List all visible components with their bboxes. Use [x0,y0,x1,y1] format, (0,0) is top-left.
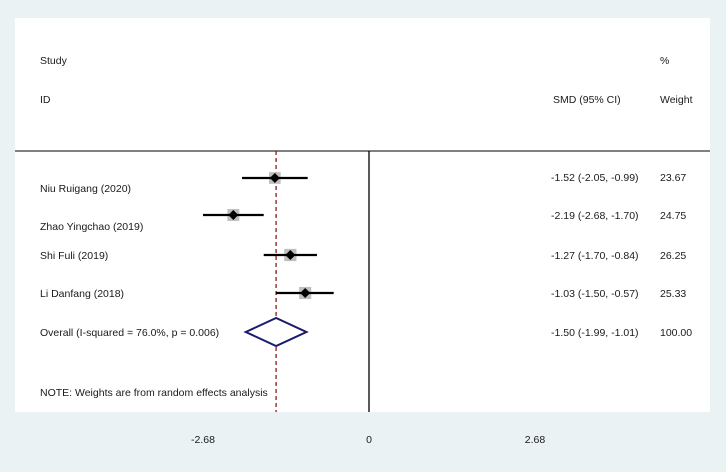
study-weight: 26.25 [660,250,687,262]
header-weight-label: Weight [660,94,693,106]
study-ci-text: -1.27 (-1.70, -0.84) [551,250,639,262]
study-ci-text: -1.03 (-1.50, -0.57) [551,288,639,300]
study-name: Li Danfang (2018) [40,288,125,300]
point-estimate [228,210,239,220]
x-tick-label: 2.68 [524,434,546,446]
overall-name: Overall (I-squared = 76.0%, p = 0.006) [40,327,220,339]
header-study-label: Study [40,55,67,67]
overall-ci-text: -1.50 (-1.99, -1.01) [551,327,639,339]
x-tick-label: 0 [366,434,372,446]
study-name: Niu Ruigang (2020) [40,183,132,195]
study-weight: 25.33 [660,288,687,300]
overall-weight: 100.00 [660,327,693,339]
study-weight: 23.67 [660,172,687,184]
study-name: Shi Fuli (2019) [40,250,109,262]
header-id-label: ID [40,94,51,106]
study-name: Zhao Yingchao (2019) [40,221,144,233]
point-estimate [285,250,296,260]
forest-plot-svg [15,150,710,412]
footnote: NOTE: Weights are from random effects an… [40,387,268,399]
study-ci-text: -1.52 (-2.05, -0.99) [551,172,639,184]
study-ci-text: -2.19 (-2.68, -1.70) [551,210,639,222]
overall-diamond [243,316,309,348]
header-effect-label: SMD (95% CI) [553,94,621,106]
study-weight: 24.75 [660,210,687,222]
forest-plot-panel: Study ID SMD (95% CI) % Weight Niu Ruiga… [15,18,710,446]
header-pct-label: % [660,55,670,67]
point-estimate [300,288,311,298]
point-estimate [269,173,280,183]
x-tick-label: -2.68 [191,434,215,446]
